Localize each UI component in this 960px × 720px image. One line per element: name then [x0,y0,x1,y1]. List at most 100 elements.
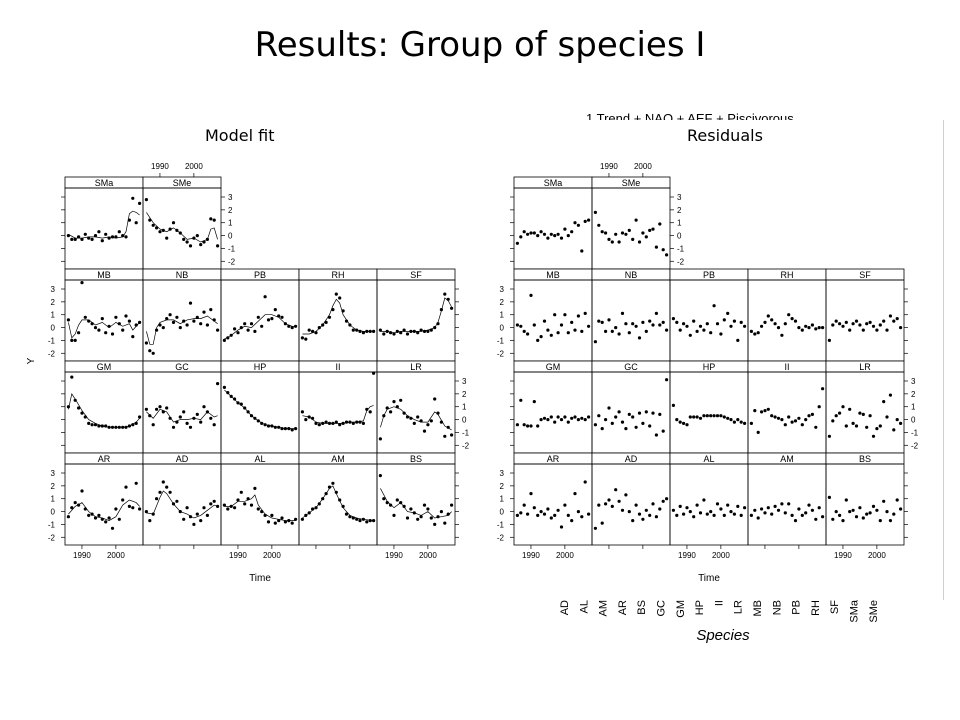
point-SMa-1997 [104,232,108,236]
point-SMe-2001 [644,235,648,239]
point-BS-2001 [429,516,433,520]
point-PB-1995 [702,328,706,332]
point-HP-1994 [249,414,254,418]
point-SF-1996 [412,329,416,333]
point-GM-1994 [93,423,98,427]
point-AL-1997 [260,510,264,514]
point-HP-1986 [671,403,676,407]
point-SMe-1995 [624,232,628,236]
point-MB-1992 [536,338,540,342]
point-II-1988 [307,415,311,419]
point-GC-1993 [617,410,621,414]
point-SF-1986 [378,328,382,332]
point-AR-2001 [566,513,570,518]
point-AD-1990 [607,498,611,502]
strip-label-NB: NB [625,270,638,280]
point-LR-1993 [851,421,855,425]
fit-line-MB [68,319,140,339]
point-GM-2005 [580,416,584,420]
point-SMe-1997 [182,237,186,241]
point-HP-1998 [712,414,716,418]
species-label-SMa: SMa [849,599,861,623]
strip-label-MB: MB [546,270,560,280]
point-GM-1987 [70,375,74,379]
point-AL-2003 [280,516,284,520]
point-AM-2002 [355,517,359,521]
point-GC-1988 [600,427,604,431]
point-AL-1991 [688,510,692,514]
point-II-1991 [766,407,770,411]
point-II-1991 [317,423,321,427]
point-AM-2001 [800,513,804,518]
ytick-label-2-1: 1 [462,403,467,412]
point-HP-1986 [222,385,226,389]
ytick-label-0-1: 1 [228,219,233,228]
point-SF-2004 [439,308,443,312]
point-AM-2007 [821,515,825,519]
point-LR-1989 [389,410,393,414]
panel-frame-PB [220,279,300,362]
point-SMa-1989 [526,232,530,236]
point-NB-2004 [654,311,659,315]
panel-frame-LR [825,371,905,454]
point-AD-1994 [171,502,176,506]
strip-label-GC: GC [175,362,189,372]
point-PB-1996 [705,322,709,326]
species-label-II: II [713,600,725,606]
point-LR-1997 [865,425,869,429]
point-AD-2007 [216,504,220,508]
point-SF-1992 [848,328,852,332]
point-NB-1989 [155,328,159,332]
point-PB-2000 [270,317,274,321]
point-PB-1987 [675,320,679,324]
point-RH-1993 [324,320,328,324]
point-PB-1990 [236,331,240,335]
ytick-label-1-3: 3 [500,285,505,294]
strip-label-SMe: SMe [173,178,192,188]
point-GM-2003 [573,415,577,419]
strip-label-AL: AL [254,454,265,464]
panel-frame-AD [142,463,222,546]
point-RH-1994 [327,315,332,319]
strip-label-AR: AR [547,454,560,464]
point-AR-1990 [529,492,533,496]
ytick-label-3-2: 2 [51,482,56,491]
point-AM-1997 [787,502,791,506]
point-AD-2005 [658,507,662,511]
point-SMe-2004 [654,245,659,249]
point-SMa-1986 [66,234,70,238]
point-RH-1996 [783,322,787,326]
point-AL-2007 [294,517,298,521]
point-SMa-2004 [576,223,581,227]
ytick-label-2-2: 2 [911,390,916,399]
point-LR-1992 [399,398,403,402]
point-SMa-1991 [83,232,87,236]
panel-AL: AL [669,452,749,546]
point-AD-2004 [654,515,659,519]
point-GC-2000 [641,421,645,425]
point-RH-2003 [807,326,811,330]
point-MB-1997 [553,313,557,317]
point-GM-1989 [526,424,530,428]
point-NB-1994 [620,311,625,315]
point-RH-2007 [372,329,376,333]
strip-label-GM: GM [97,362,112,372]
point-MB-1995 [97,328,101,332]
point-AD-2001 [195,512,199,516]
point-SF-1998 [868,320,872,324]
point-SMe-1997 [631,237,635,241]
point-II-1990 [763,409,767,413]
point-SMe-1991 [610,240,614,244]
point-AL-1986 [222,503,226,507]
panel-frame-SMe [591,187,671,270]
point-AR-1993 [539,510,543,514]
point-SMa-2003 [573,221,577,225]
point-AR-1996 [549,516,553,520]
xtick-label-bottom-0-1990: 1990 [73,551,91,560]
point-SMe-2001 [195,234,199,238]
xtick-label-bottom-2-2000: 2000 [712,551,730,560]
point-LR-2007 [450,433,454,437]
fit-line-LR [380,406,452,431]
point-SF-1993 [851,322,855,326]
point-SF-1995 [858,323,862,327]
